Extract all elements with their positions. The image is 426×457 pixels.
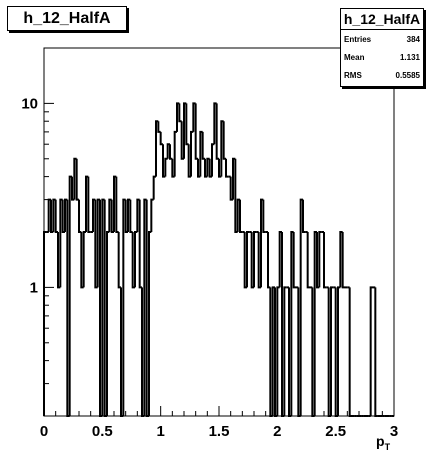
histogram-bin bbox=[185, 103, 189, 146]
histogram-bin bbox=[262, 199, 266, 233]
y-axis-tick-label: 1 bbox=[30, 279, 38, 296]
stats-value: 1.131 bbox=[399, 52, 420, 62]
histogram-bin bbox=[152, 175, 156, 200]
histogram-bin bbox=[211, 143, 215, 177]
histogram-bin bbox=[78, 199, 82, 233]
histogram-bin bbox=[222, 121, 226, 160]
stats-label: RMS bbox=[344, 70, 362, 80]
histogram-bin bbox=[348, 287, 352, 417]
stats-row-mean: Mean 1.131 bbox=[341, 48, 423, 66]
histogram-bin bbox=[267, 232, 271, 289]
histogram-bin bbox=[194, 103, 198, 160]
histogram-bin bbox=[190, 130, 194, 177]
histogram-bin bbox=[129, 199, 133, 233]
histogram-bin bbox=[283, 286, 287, 416]
histogram-bin bbox=[138, 199, 142, 289]
histogram-bin bbox=[253, 231, 257, 288]
histogram-bin bbox=[87, 176, 91, 233]
y-axis: 1 10 bbox=[21, 47, 54, 417]
x-axis-tick-label: 0.5 bbox=[92, 423, 113, 440]
x-axis-tick-label: 3 bbox=[390, 423, 398, 440]
x-axis-title: pT bbox=[376, 433, 391, 452]
histogram-bin bbox=[115, 176, 119, 233]
histogram-bin bbox=[164, 157, 168, 177]
x-axis-tick-label: 2 bbox=[273, 423, 281, 440]
stats-row-entries: Entries 384 bbox=[341, 30, 423, 48]
x-axis: 0 0.5 1 1.5 2 2.5 3 bbox=[40, 406, 398, 440]
y-axis-tick-label: 10 bbox=[21, 95, 38, 112]
histogram-bin bbox=[215, 103, 219, 160]
histogram-bin bbox=[134, 231, 138, 288]
stats-box: h_12_HalfA Entries 384 Mean 1.131 RMS 0.… bbox=[340, 8, 424, 87]
histogram-bin bbox=[43, 231, 47, 416]
histogram-bin bbox=[239, 199, 243, 233]
histogram-bin bbox=[225, 158, 229, 178]
histogram-bin bbox=[75, 158, 79, 201]
histogram-bin bbox=[318, 231, 322, 288]
stats-value: 384 bbox=[406, 34, 420, 44]
histogram-bin bbox=[169, 144, 173, 160]
x-axis-tick-label: 1 bbox=[156, 423, 164, 440]
histogram-bin bbox=[201, 131, 205, 160]
histogram-bin bbox=[106, 231, 110, 416]
x-axis-tick-label: 0 bbox=[40, 423, 48, 440]
stats-label: Mean bbox=[344, 52, 365, 62]
histogram-bin bbox=[68, 175, 72, 416]
histogram-bin bbox=[276, 286, 280, 416]
histogram-bin bbox=[117, 232, 121, 289]
histogram-bin bbox=[292, 232, 296, 289]
histogram-bins bbox=[43, 102, 394, 417]
histogram-bin bbox=[82, 231, 86, 288]
histogram-bin bbox=[341, 232, 345, 289]
histogram-bin bbox=[374, 287, 378, 417]
stats-label: Entries bbox=[344, 34, 372, 44]
x-axis-title-subscript: T bbox=[385, 442, 391, 452]
histogram-bin bbox=[178, 103, 182, 123]
histogram-bin bbox=[246, 231, 250, 288]
histogram-bin bbox=[306, 232, 310, 289]
histogram-bin bbox=[302, 199, 306, 233]
stats-title: h_12_HalfA bbox=[341, 9, 423, 30]
histogram-bin bbox=[54, 199, 58, 233]
x-axis-tick-label: 2.5 bbox=[325, 423, 346, 440]
histogram-bin bbox=[150, 198, 154, 232]
histogram-bin bbox=[159, 131, 163, 146]
histogram-title: h_12_HalfA bbox=[7, 6, 127, 31]
histogram-bin bbox=[157, 121, 161, 133]
histogram-bin bbox=[323, 232, 327, 289]
histogram-bin bbox=[337, 286, 341, 416]
stats-row-rms: RMS 0.5585 bbox=[341, 66, 423, 84]
histogram-bin bbox=[148, 231, 152, 416]
histogram-bin bbox=[330, 286, 334, 416]
x-axis-tick-label: 1.5 bbox=[209, 423, 230, 440]
histogram-bin bbox=[173, 130, 177, 177]
stats-value: 0.5585 bbox=[395, 70, 420, 80]
histogram-bin bbox=[369, 286, 373, 416]
